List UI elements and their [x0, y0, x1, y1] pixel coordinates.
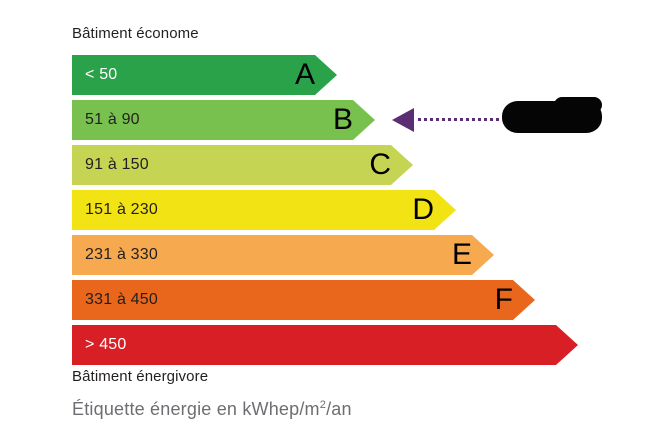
current-grade-marker [392, 97, 602, 139]
energy-grade-letter-a: A [294, 58, 315, 91]
energy-grade-letter-f: F [494, 283, 513, 316]
unit-text-before: Étiquette énergie en kWhep/m [72, 399, 320, 419]
energy-grade-bar-c: 91 à 150 C [72, 145, 413, 185]
energy-grade-range-b: 51 à 90 [85, 111, 140, 128]
energy-grade-letter-b: B [332, 103, 353, 136]
energy-grade-letter-c: C [369, 148, 391, 181]
energy-grade-bar-b: 51 à 90 B [72, 100, 375, 140]
energy-grade-bar-g: > 450 [72, 325, 578, 365]
energy-grade-range-e: 231 à 330 [85, 246, 158, 263]
energy-grade-range-g: > 450 [85, 336, 127, 353]
label-unit-caption: Étiquette énergie en kWhep/m2/an [72, 399, 352, 420]
energy-grade-bar-e: 231 à 330 E [72, 235, 494, 275]
energy-grade-letter-d: D [412, 193, 434, 226]
label-caption-energy-hungry: Bâtiment énergivore [72, 368, 209, 385]
label-caption-efficient: Bâtiment économe [72, 25, 199, 42]
energy-grade-bar-a: < 50 A [72, 55, 337, 95]
unit-exponent: 2 [319, 399, 327, 411]
grade-pointer-dotted-line [418, 118, 500, 121]
unit-text-after: /an [326, 399, 352, 419]
energy-grade-range-d: 151 à 230 [85, 201, 158, 218]
energy-grade-range-f: 331 à 450 [85, 291, 158, 308]
energy-grade-letter-e: E [451, 238, 472, 271]
energy-grade-bar-d: 151 à 230 D [72, 190, 456, 230]
energy-grade-range-c: 91 à 150 [85, 156, 149, 173]
grade-pointer-triangle-icon [392, 108, 414, 132]
redaction-blob [502, 97, 602, 133]
energy-grade-bar-f: 331 à 450 F [72, 280, 535, 320]
energy-grade-range-a: < 50 [85, 66, 118, 83]
